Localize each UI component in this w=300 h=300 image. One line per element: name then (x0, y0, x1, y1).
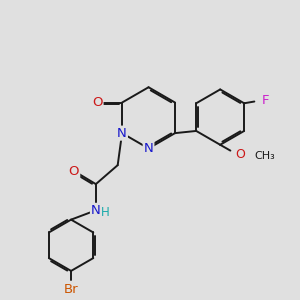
Text: N: N (117, 127, 127, 140)
Text: Br: Br (64, 283, 78, 296)
Text: F: F (261, 94, 269, 107)
Text: O: O (69, 164, 79, 178)
Text: CH₃: CH₃ (254, 152, 275, 161)
Text: N: N (91, 204, 101, 217)
Text: O: O (92, 96, 103, 109)
Text: H: H (101, 206, 110, 219)
Text: O: O (235, 148, 244, 161)
Text: N: N (144, 142, 153, 155)
